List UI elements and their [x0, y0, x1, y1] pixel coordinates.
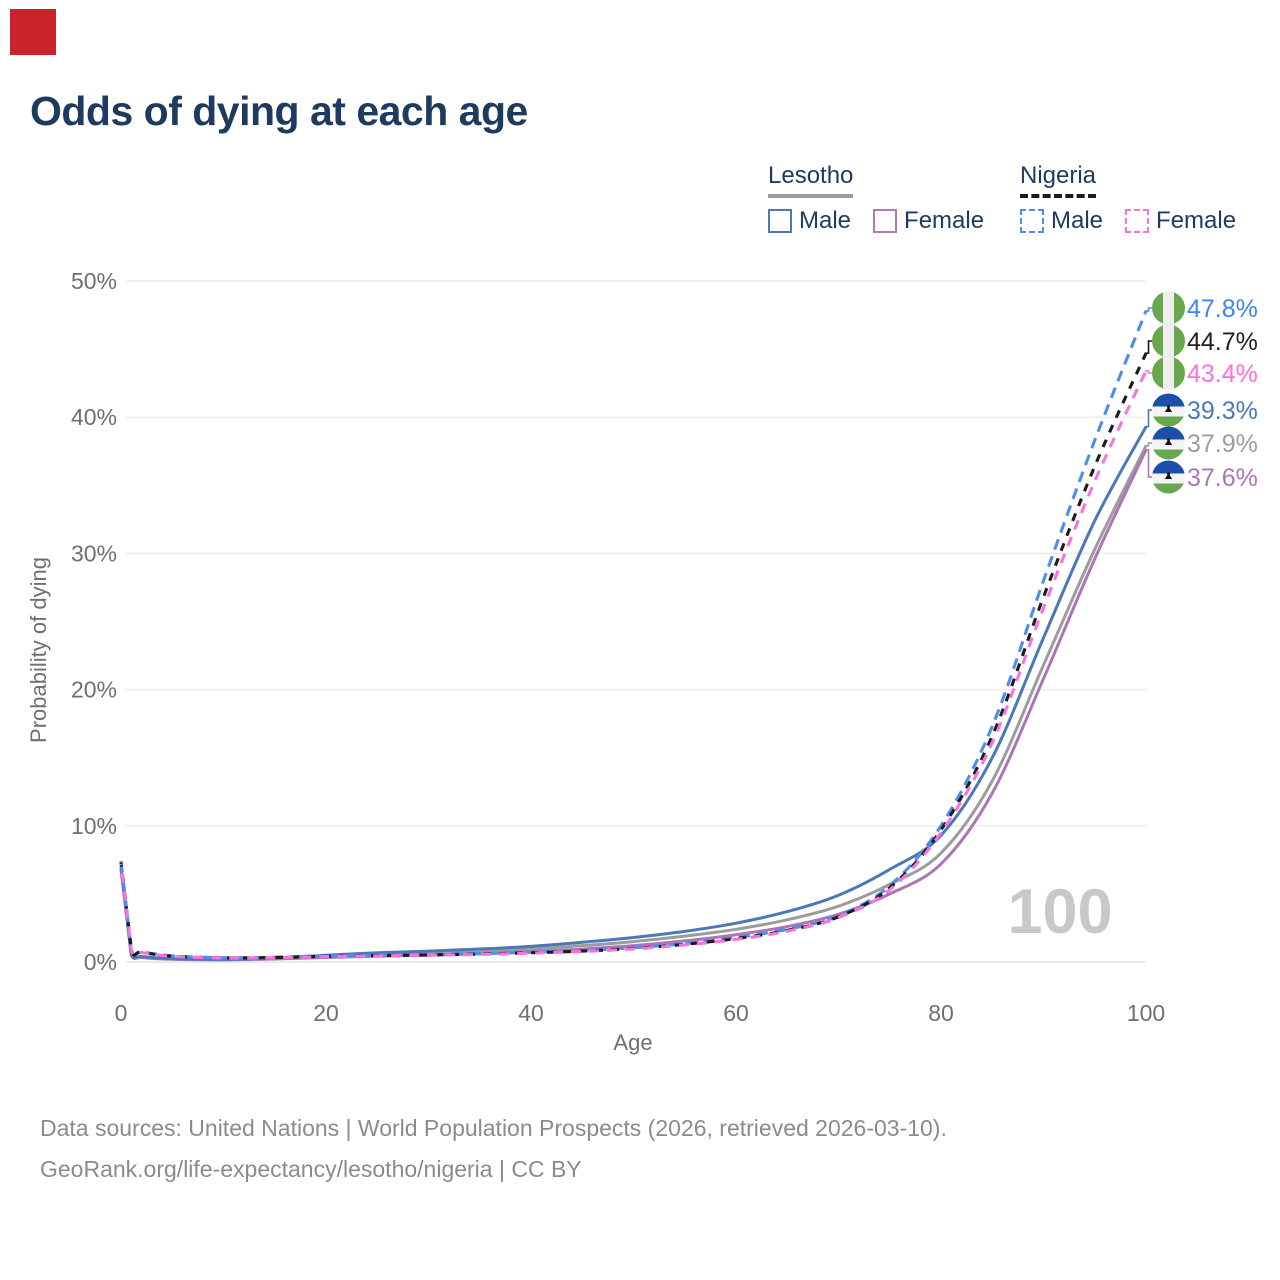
x-axis-tick-label: 80	[928, 1000, 954, 1026]
series-line-nigeria-both	[119, 352, 1148, 960]
nigeria-flag-icon	[1152, 356, 1185, 390]
series-end-value-label: 47.8%	[1187, 295, 1258, 323]
footer: Data sources: United Nations | World Pop…	[40, 1108, 947, 1190]
footer-data-sources: Data sources: United Nations | World Pop…	[40, 1115, 947, 1141]
series-line-nigeria-female	[119, 370, 1148, 960]
series-end-value-label: 37.9%	[1187, 430, 1258, 458]
series-end-value-label: 44.7%	[1187, 328, 1258, 356]
x-axis-tick-label: 40	[518, 1000, 544, 1026]
callout-leader-line	[1145, 370, 1152, 374]
legend-item-nigeria-male[interactable]: Male	[1020, 207, 1103, 235]
callout-leader-line	[1145, 307, 1152, 312]
legend-country-label: Nigeria	[1020, 162, 1097, 198]
y-axis-tick-label: 50%	[71, 268, 117, 294]
footer-attribution: GeoRank.org/life-expectancy/lesotho/nige…	[40, 1156, 582, 1182]
series-end-value-label: 43.4%	[1187, 360, 1258, 388]
legend-swatch-icon	[768, 209, 792, 233]
y-axis-tick-label: 0%	[84, 949, 117, 975]
legend-item-label: Female	[904, 207, 985, 234]
lesotho-flag-icon	[1152, 426, 1185, 460]
callout-leader-line	[1145, 409, 1152, 428]
y-axis-tick-label: 40%	[71, 404, 117, 430]
legend-swatch-icon	[873, 209, 898, 233]
y-axis-title: Probability of dying	[26, 557, 51, 743]
legend-group-lesotho: Lesotho Male Female	[768, 162, 984, 235]
hover-age-indicator: 100	[1007, 877, 1113, 947]
series-line-nigeria-male	[119, 310, 1148, 960]
legend-swatch-icon	[1125, 209, 1150, 233]
x-axis-title: Age	[613, 1030, 652, 1055]
lesotho-flag-icon	[1152, 393, 1185, 427]
x-axis-tick-label: 100	[1127, 1000, 1165, 1026]
x-axis-tick-label: 60	[723, 1000, 749, 1026]
legend-country-label: Lesotho	[768, 162, 854, 198]
lesotho-flag-icon	[1152, 460, 1185, 494]
y-axis-tick-label: 20%	[71, 677, 117, 703]
legend-item-lesotho-female[interactable]: Female	[873, 207, 984, 235]
legend-item-label: Female	[1156, 207, 1237, 234]
callout-leader-line	[1145, 340, 1152, 354]
legend-item-lesotho-male[interactable]: Male	[768, 207, 851, 235]
legend-item-nigeria-female[interactable]: Female	[1125, 207, 1236, 235]
y-axis-tick-label: 10%	[71, 813, 117, 839]
callout-leader-line	[1145, 442, 1152, 447]
legend-item-label: Male	[1051, 207, 1104, 234]
nigeria-flag-icon	[1152, 291, 1185, 325]
series-end-value-label: 37.6%	[1187, 464, 1258, 492]
chart-title: Odds of dying at each age	[30, 88, 528, 134]
x-axis-tick-label: 20	[313, 1000, 339, 1026]
legend-item-label: Male	[799, 207, 852, 234]
click-marker	[10, 9, 56, 55]
legend-swatch-icon	[1020, 209, 1044, 233]
y-axis-tick-label: 30%	[71, 540, 117, 566]
x-axis-tick-label: 0	[115, 1000, 128, 1026]
series-end-value-label: 39.3%	[1187, 397, 1258, 425]
callout-leader-line	[1145, 449, 1152, 478]
nigeria-flag-icon	[1152, 324, 1185, 358]
legend-group-nigeria: Nigeria Male Female	[1020, 162, 1236, 235]
